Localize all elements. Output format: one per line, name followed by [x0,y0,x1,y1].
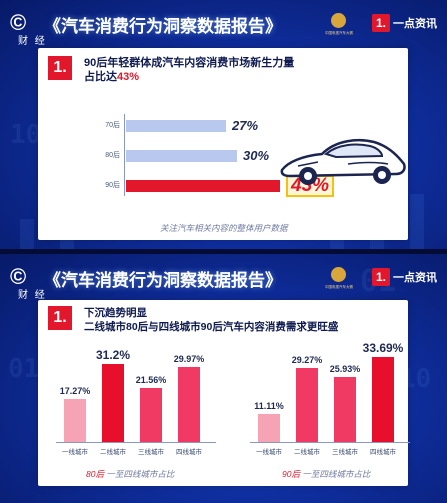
bar-chart-80s: 17.27% 一线城市 31.2% 二线城市 21.56% 三线城市 29.97% 四线城市 [56,344,226,464]
channel-name: 财 经 [18,290,47,301]
chart-panel: 1. 90后年轻群体成汽车内容消费市场新生力量 占比达43% 70后 27% 80后… [38,48,408,240]
left-chart-caption: 80后 一至四线城市占比 [86,469,175,479]
x-tick-label: 二线城市 [100,449,126,456]
y-tick-label: 80后 [105,152,120,159]
event-emblem-icon: 中国电视汽车大赛 [322,267,356,293]
section-badge: 1. [48,56,72,80]
report-title: 《汽车消费行为洞察数据报告》 [44,17,282,36]
sports-car-icon [280,138,406,185]
x-tick-label: 二线城市 [294,449,320,456]
x-axis [56,442,216,443]
chart-caption: 关注汽车相关内容的整体用户数据 [160,223,288,233]
right-chart-caption: 90后 一至四线城市占比 [282,469,371,479]
yidian-brand-logo: 1. 一点资讯 [372,14,437,32]
background-digits: 01 [8,354,40,384]
data-label: 21.56% [135,375,167,385]
data-label: 25.93% [329,364,361,374]
event-emblem-icon: 中国电视汽车大赛 [322,13,356,39]
chart-heading: 下沉趋势明显 二线城市80后与四线城市90后汽车内容消费需求更旺盛 [84,307,339,333]
cctv-logo: © [10,264,26,289]
yidian-brand-logo: 1. 一点资讯 [372,268,437,286]
data-label: 33.69% [362,341,404,355]
x-tick-label: 四线城市 [370,449,396,456]
bar-chart-90s: 11.11% 一线城市 29.27% 二线城市 25.93% 三线城市 33.69% 四线城市 [250,341,420,464]
bar-一线城市 [258,414,280,442]
x-tick-label: 一线城市 [62,449,88,456]
x-tick-label: 三线城市 [332,449,358,456]
data-label: 27% [232,118,259,133]
bar-四线城市 [372,357,394,442]
bar-一线城市 [64,399,86,442]
background-digits: 10 [10,120,42,150]
data-label: 30% [243,148,270,163]
bar-三线城市 [140,388,162,442]
data-label: 31.2% [95,348,131,362]
data-label: 17.27% [59,386,91,396]
y-axis [124,114,125,196]
channel-name: 财 经 [18,36,47,47]
x-tick-label: 三线城市 [138,449,164,456]
chart-heading: 90后年轻群体成汽车内容消费市场新生力量 占比达43% [84,57,295,83]
data-label: 11.11% [254,401,284,411]
bar-80后 [126,150,237,162]
broadcast-frame-1: 01 10 © 财 经 《汽车消费行为洞察数据报告》 中国电视汽车大赛 1. 一… [0,0,447,249]
brand-name: 一点资讯 [393,18,437,30]
bar-90后 [126,180,280,192]
bar-三线城市 [334,377,356,442]
x-axis [250,442,410,443]
cctv-logo: © [10,10,26,35]
x-tick-label: 一线城市 [256,449,282,456]
data-label: 29.97% [173,354,205,364]
x-tick-label: 四线城市 [176,449,202,456]
y-tick-label: 70后 [105,122,120,129]
bar-70后 [126,120,226,132]
frame-divider [0,249,447,254]
brand-name: 一点资讯 [393,272,437,284]
brand-badge-icon: 1. [372,14,390,32]
data-label: 29.27% [291,355,323,365]
y-tick-label: 90后 [105,182,120,189]
bar-二线城市 [102,364,124,442]
bar-四线城市 [178,367,200,442]
report-title: 《汽车消费行为洞察数据报告》 [44,271,282,290]
bar-二线城市 [296,368,318,442]
brand-badge-icon: 1. [372,268,390,286]
section-badge: 1. [48,306,72,330]
